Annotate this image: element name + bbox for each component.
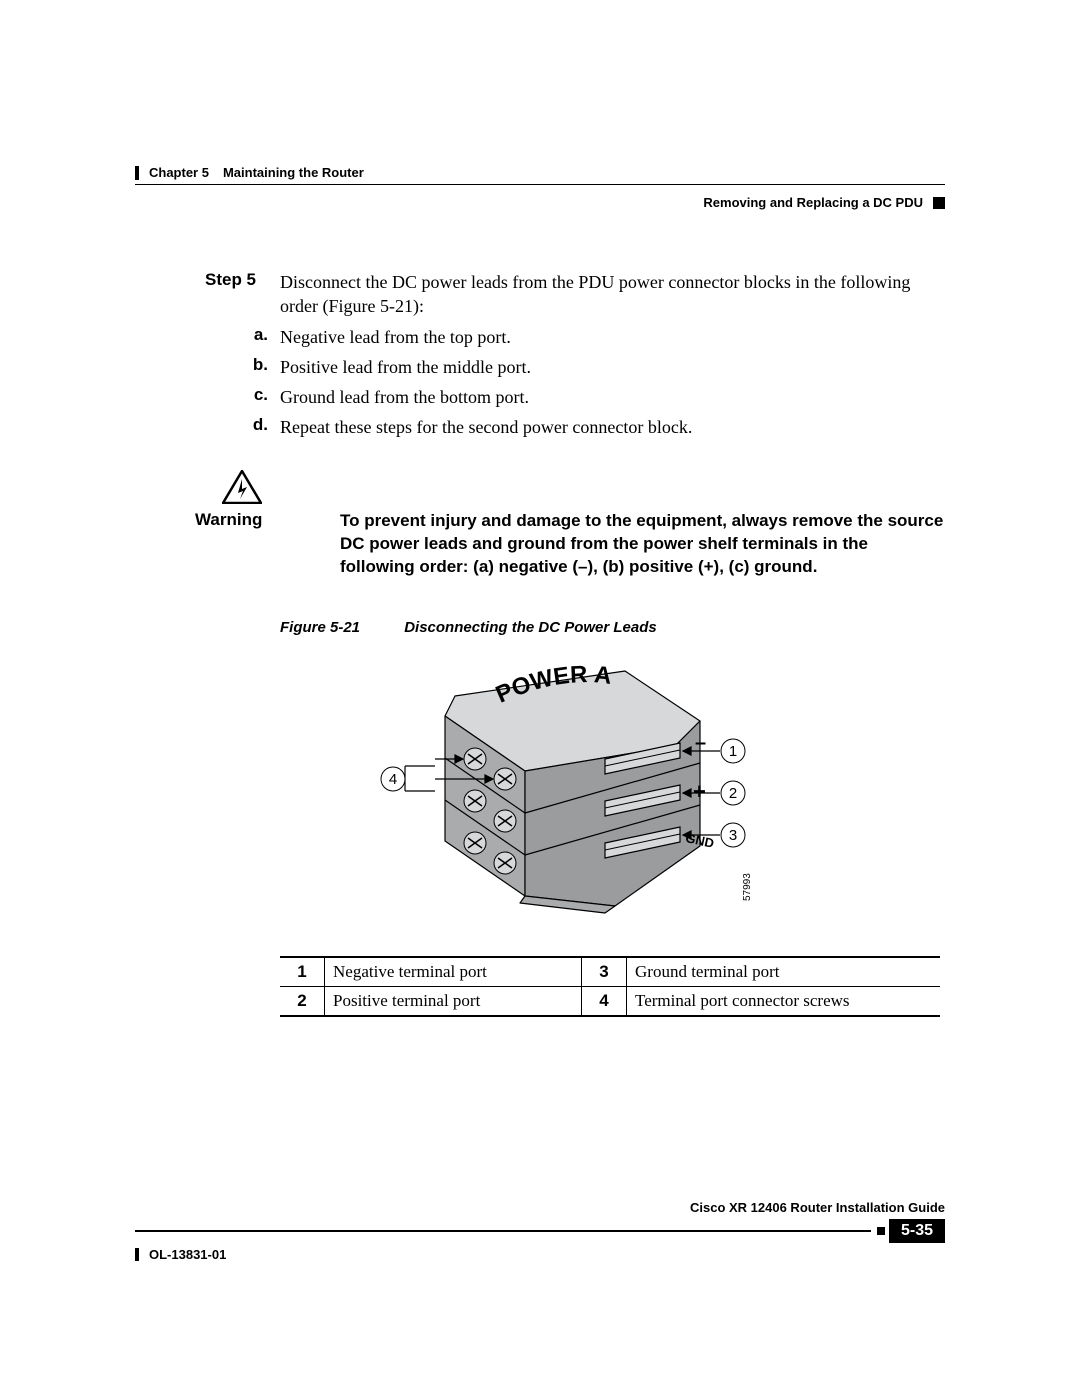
chapter-label: Chapter 5 (149, 165, 209, 180)
footer-guide-title: Cisco XR 12406 Router Installation Guide (135, 1200, 945, 1215)
warning-label: Warning (135, 510, 340, 579)
callout-1: 1 (729, 743, 737, 760)
step-item-letter: d. (135, 415, 280, 439)
step-row: Step 5 Disconnect the DC power leads fro… (135, 270, 945, 319)
table-row: 1 Negative terminal port 3 Ground termin… (280, 957, 940, 987)
callout-3: 3 (729, 827, 737, 844)
legend-key: 2 (280, 986, 325, 1016)
figure-number: Figure 5-21 (280, 619, 360, 636)
warning-icon (222, 470, 262, 504)
step-item: d. Repeat these steps for the second pow… (135, 415, 945, 439)
legend-key: 3 (582, 957, 627, 987)
legend-key: 4 (582, 986, 627, 1016)
callout-2: 2 (729, 785, 737, 802)
figure-artid: 57993 (742, 872, 753, 900)
header-bar-icon (135, 166, 139, 180)
footer-bar-icon (135, 1248, 139, 1261)
step-item: b. Positive lead from the middle port. (135, 355, 945, 379)
header-rule (135, 184, 945, 185)
step-item-letter: c. (135, 385, 280, 409)
legend-value: Negative terminal port (325, 957, 582, 987)
step-item-letter: b. (135, 355, 280, 379)
page-footer: Cisco XR 12406 Router Installation Guide… (135, 1200, 945, 1262)
running-header-right: Removing and Replacing a DC PDU (135, 195, 945, 210)
legend-value: Positive terminal port (325, 986, 582, 1016)
footer-docnum: OL-13831-01 (149, 1247, 226, 1262)
step-item-text: Repeat these steps for the second power … (280, 415, 945, 439)
step-item-text: Ground lead from the bottom port. (280, 385, 945, 409)
page-number: 5-35 (889, 1219, 945, 1243)
step-item: c. Ground lead from the bottom port. (135, 385, 945, 409)
legend-value: Ground terminal port (627, 957, 941, 987)
legend-key: 1 (280, 957, 325, 987)
legend-table: 1 Negative terminal port 3 Ground termin… (280, 956, 940, 1017)
step-item-text: Positive lead from the middle port. (280, 355, 945, 379)
header-square-icon (933, 197, 945, 209)
callout-4: 4 (389, 771, 397, 788)
warning-block: Warning To prevent injury and damage to … (135, 470, 945, 579)
figure-caption: Figure 5-21 Disconnecting the DC Power L… (280, 619, 945, 636)
step-item-letter: a. (135, 325, 280, 349)
step-item: a. Negative lead from the top port. (135, 325, 945, 349)
chapter-title: Maintaining the Router (223, 165, 364, 180)
step-text: Disconnect the DC power leads from the P… (280, 270, 945, 319)
section-title: Removing and Replacing a DC PDU (703, 195, 923, 210)
warning-text: To prevent injury and damage to the equi… (340, 510, 945, 579)
page-content: Chapter 5 Maintaining the Router Removin… (135, 165, 945, 1017)
port-symbol-pos: + (693, 779, 706, 804)
figure: POWER A (305, 651, 775, 931)
table-row: 2 Positive terminal port 4 Terminal port… (280, 986, 940, 1016)
step-item-text: Negative lead from the top port. (280, 325, 945, 349)
legend-value: Terminal port connector screws (627, 986, 941, 1016)
step-label: Step 5 (135, 270, 280, 319)
figure-title: Disconnecting the DC Power Leads (404, 619, 657, 636)
running-header-left: Chapter 5 Maintaining the Router (135, 165, 945, 180)
